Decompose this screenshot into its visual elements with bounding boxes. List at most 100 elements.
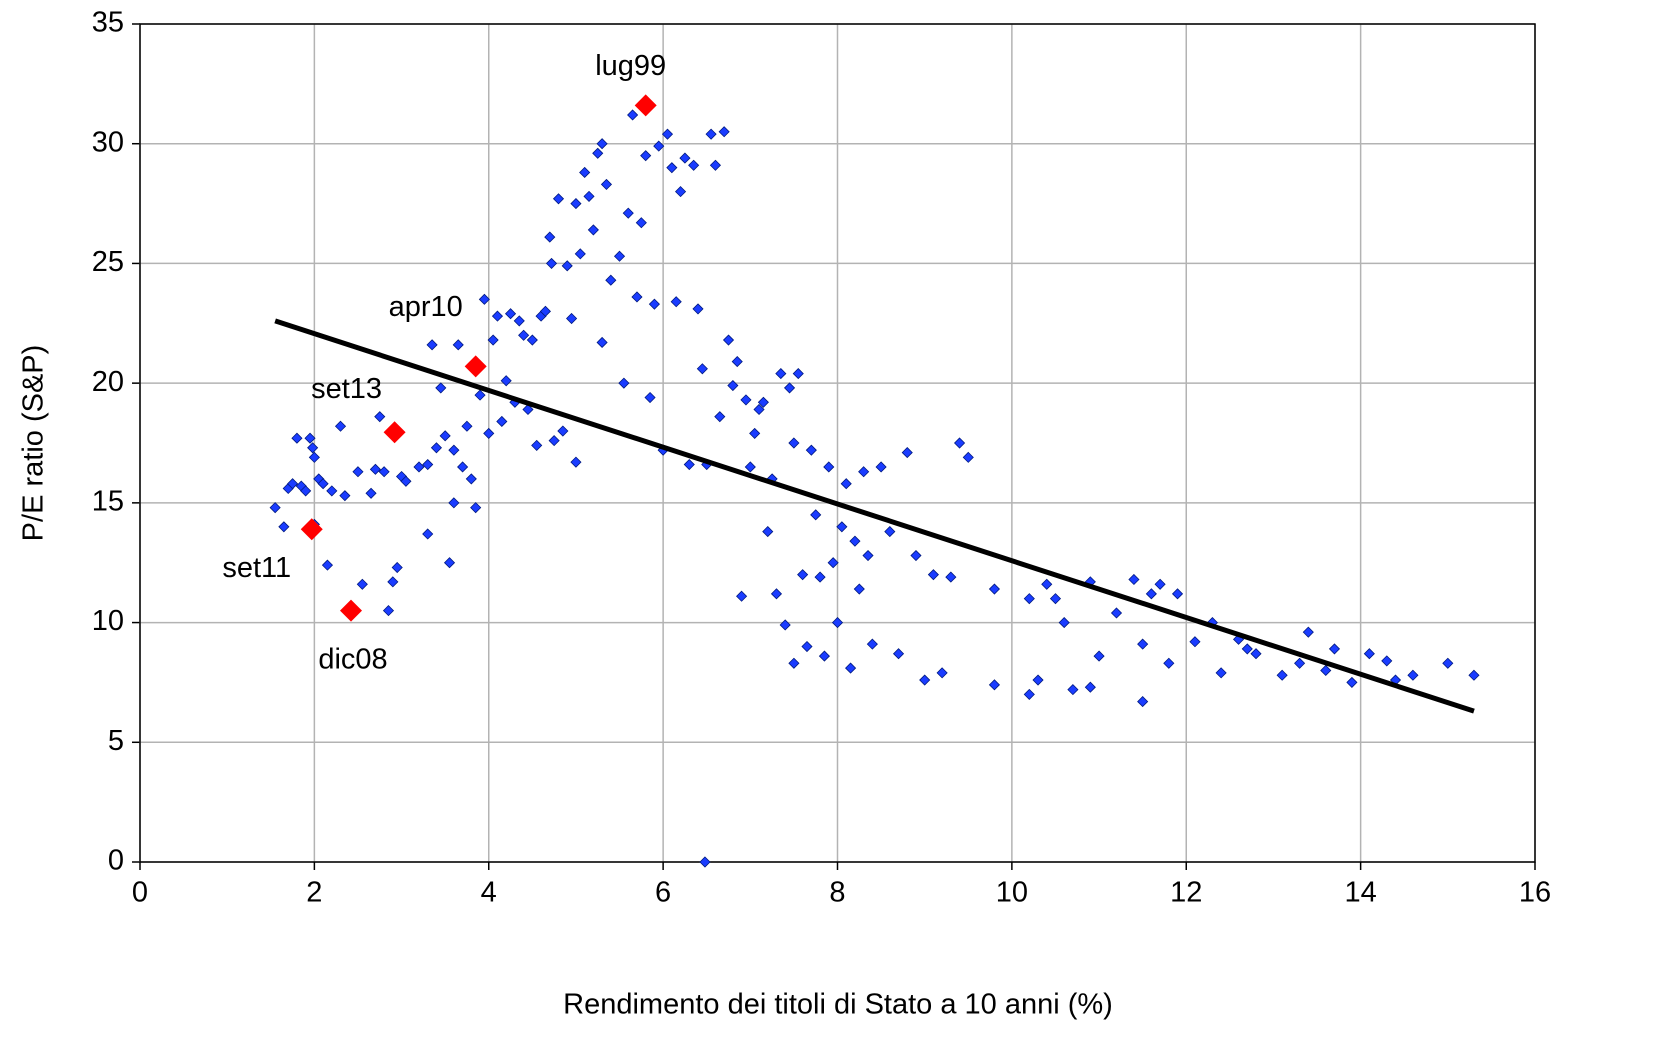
scatter-point	[674, 186, 687, 198]
scatter-point	[627, 109, 639, 121]
scatter-point	[862, 549, 874, 562]
scatter-point	[988, 679, 1001, 691]
scatter-point	[300, 485, 312, 497]
scatter-point	[884, 526, 896, 538]
scatter-point	[613, 250, 626, 262]
scatter-point	[792, 368, 804, 380]
scatter-point	[539, 305, 551, 317]
scatter-point	[718, 126, 730, 138]
y-tick-label: 10	[92, 605, 124, 637]
scatter-point	[570, 456, 582, 468]
scatter-point	[413, 461, 425, 473]
scatter-point	[679, 152, 691, 164]
x-tick-label: 4	[481, 877, 497, 909]
scatter-point	[448, 444, 460, 456]
scatter-point	[840, 478, 852, 490]
scatter-point	[1023, 593, 1035, 605]
scatter-point	[699, 856, 711, 868]
x-tick-label: 6	[655, 877, 671, 909]
scatter-point	[557, 425, 569, 437]
scatter-point	[470, 502, 482, 514]
scatter-point	[788, 657, 800, 669]
x-tick-label: 2	[306, 877, 322, 909]
scatter-point	[818, 650, 830, 662]
scatter-point	[648, 298, 660, 310]
scatter-point	[753, 403, 765, 416]
scatter-point	[757, 396, 769, 408]
scatter-point	[622, 207, 634, 219]
scatter-point	[1067, 684, 1079, 696]
scatter-point	[779, 619, 791, 631]
scatter-point	[461, 420, 473, 432]
scatter-point	[387, 576, 399, 588]
scatter-point	[391, 561, 403, 574]
scatter-point	[587, 224, 599, 236]
scatter-point	[518, 329, 530, 341]
scatter-point	[736, 590, 748, 602]
scatter-point	[823, 461, 835, 473]
scatter-point	[443, 557, 456, 569]
scatter-point	[1128, 573, 1140, 586]
scatter-point	[339, 490, 351, 502]
highlight-point	[634, 94, 657, 117]
scatter-point	[831, 617, 844, 629]
highlight-point	[464, 355, 487, 378]
scatter-point	[783, 382, 796, 394]
scatter-point	[688, 159, 700, 171]
scatter-point	[1407, 669, 1419, 681]
y-tick-label: 25	[92, 246, 124, 278]
scatter-point	[491, 310, 504, 322]
scatter-point	[596, 138, 608, 150]
scatter-point	[1084, 681, 1096, 693]
y-axis-title: P/E ratio (S&P)	[18, 345, 50, 542]
scatter-point	[1346, 676, 1358, 688]
scatter-point	[892, 648, 905, 660]
scatter-point	[522, 403, 534, 416]
scatter-point	[1154, 578, 1166, 590]
scatter-point	[1381, 655, 1393, 667]
scatter-point	[653, 140, 665, 152]
scatter-point	[269, 502, 281, 514]
highlight-point	[383, 421, 406, 444]
scatter-point	[1442, 657, 1454, 669]
scatter-point	[962, 451, 974, 463]
scatter-point	[858, 466, 870, 478]
scatter-point	[504, 308, 517, 320]
scatter-point	[988, 583, 1001, 595]
scatter-point	[566, 312, 578, 325]
scatter-point	[1032, 674, 1044, 686]
scatter-point	[919, 674, 931, 686]
scatter-point	[1328, 643, 1341, 655]
scatter-point	[740, 394, 752, 406]
scatter-point	[426, 339, 438, 351]
highlight-point	[339, 599, 362, 622]
scatter-point	[1320, 664, 1332, 677]
scatter-point	[600, 178, 613, 190]
scatter-point	[801, 640, 813, 653]
scatter-point	[875, 461, 887, 473]
scatter-point	[478, 293, 490, 305]
scatter-point	[513, 315, 525, 327]
scatter-point	[709, 159, 722, 171]
scatter-point	[692, 303, 704, 315]
scatter-point	[722, 334, 735, 346]
y-tick-label: 15	[92, 486, 124, 518]
scatter-point	[605, 274, 617, 286]
scatter-point	[631, 291, 643, 303]
highlight-label: dic08	[318, 643, 387, 675]
scatter-point	[430, 442, 443, 454]
scatter-point	[1145, 588, 1157, 600]
scatter-point	[797, 569, 809, 581]
scatter-point	[670, 296, 682, 308]
scatter-point	[661, 128, 674, 140]
scatter-point	[545, 257, 558, 269]
scatter-point	[356, 578, 368, 590]
scatter-point	[291, 432, 303, 444]
scatter-point	[945, 571, 957, 583]
scatter-point	[635, 217, 647, 229]
scatter-point	[1250, 648, 1262, 660]
scatter-point	[452, 339, 464, 351]
scatter-point	[814, 571, 826, 583]
x-tick-label: 14	[1344, 877, 1376, 909]
